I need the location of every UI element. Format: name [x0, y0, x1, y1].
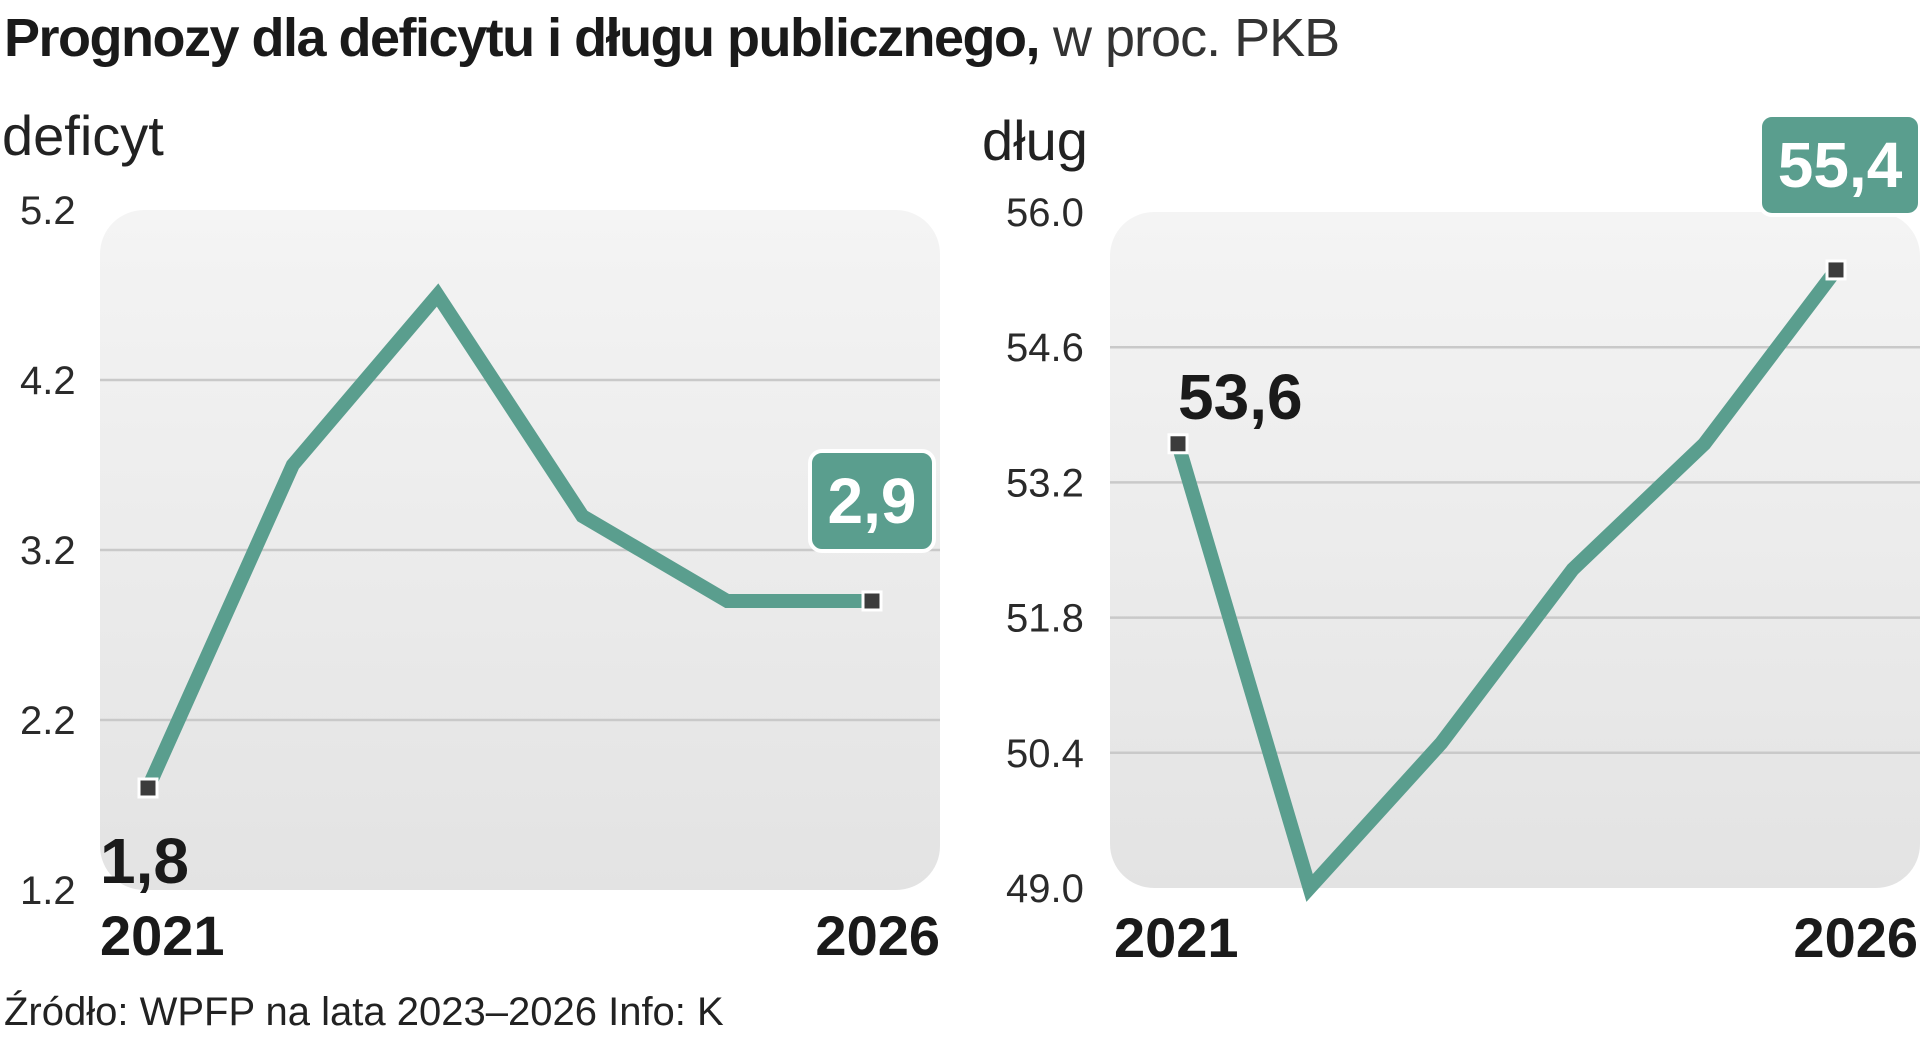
y-tick-label: 51.8	[1006, 597, 1084, 641]
y-tick-label: 4.2	[20, 359, 76, 403]
y-tick-label: 54.6	[1006, 326, 1084, 370]
y-tick-label: 1.2	[20, 869, 76, 913]
data-label-first: 1,8	[100, 825, 189, 897]
source-note: Źródło: WPFP na lata 2023–2026 Info: K	[4, 990, 724, 1034]
data-point-marker	[1167, 433, 1189, 455]
y-tick-label: 50.4	[1006, 732, 1084, 776]
data-label-last: 55,4	[1778, 129, 1903, 201]
y-tick-label: 5.2	[20, 189, 76, 233]
data-label-last: 2,9	[828, 465, 917, 537]
deficit-chart: deficyt 5.2 4.2 3.2 2.2 1.2 1,8 2,9 2021 2026	[2, 104, 940, 967]
y-tick-label: 2.2	[20, 699, 76, 743]
y-tick-label: 3.2	[20, 529, 76, 573]
data-point-marker	[1825, 259, 1847, 281]
debt-chart: dług 56.0 54.6 53.2 51.8 50.4 49.0 53,6 55,4 2021…	[982, 109, 1920, 969]
plot-panel	[1110, 212, 1920, 888]
data-label-first: 53,6	[1178, 361, 1303, 433]
y-tick-label: 53.2	[1006, 461, 1084, 505]
data-label-box	[808, 449, 936, 553]
y-axis-label: dług	[982, 109, 1088, 172]
y-tick-label: 49.0	[1006, 867, 1084, 911]
series-line	[1171, 265, 1842, 902]
x-tick-label: 2026	[1793, 906, 1918, 969]
data-point-marker	[137, 777, 159, 799]
data-label-box	[1758, 112, 1920, 217]
series-line	[141, 283, 872, 791]
y-axis-label: deficyt	[2, 104, 164, 167]
x-tick-label: 2021	[1114, 906, 1239, 969]
figure-title: Prognozy dla deficytu i długu publiczneg…	[4, 4, 1340, 72]
data-point-marker	[861, 590, 883, 612]
x-tick-label: 2026	[815, 904, 940, 967]
x-tick-label: 2021	[100, 904, 225, 967]
title-unit: w proc. PKB	[1039, 8, 1340, 68]
title-main: Prognozy dla deficytu i długu publiczneg…	[4, 8, 1041, 68]
y-tick-label: 56.0	[1006, 191, 1084, 235]
